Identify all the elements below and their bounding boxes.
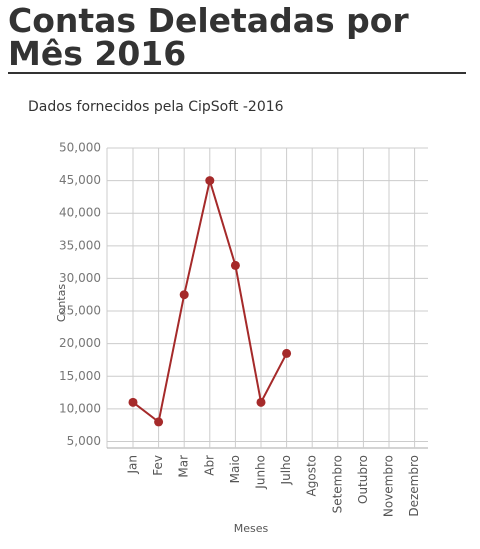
chart-title: Contas Deletadas por Mês 2016 [8,4,466,74]
chart-subtitle: Dados fornecidos pela CipSoft -2016 [28,99,284,115]
point [154,417,164,427]
x-tick-label: Julho [279,455,293,485]
point [205,176,215,186]
x-tick-label: Setembro [330,455,344,513]
x-tick-label: Junho [254,455,268,490]
point [282,348,292,358]
x-tick-label: Mar [177,455,191,478]
y-axis-label: Contas [55,284,68,322]
y-tick-label: 25,000 [59,304,101,318]
page: {"chart_data": {"type": "line", "title":… [0,4,480,549]
y-tick-label: 30,000 [59,271,101,285]
y-tick-label: 35,000 [59,238,101,252]
x-tick-label: Abr [202,455,216,476]
y-tick-label: 20,000 [59,336,101,350]
y-tick-label: 15,000 [59,369,101,383]
x-tick-label: Agosto [305,455,319,496]
x-tick-label: Jan [126,455,140,475]
x-tick-label: Dezembro [407,455,421,517]
chart: Dados fornecidos pela CipSoft -2016 Cont… [28,99,428,535]
y-tick-label: 50,000 [59,141,101,155]
y-tick-label: 10,000 [59,401,101,415]
x-tick-label: Outubro [356,455,370,504]
point [179,290,189,300]
x-tick-label: Novembro [382,455,396,517]
point [256,397,266,407]
y-tick-label: 5,000 [67,434,101,448]
x-tick-label: Fev [151,455,165,476]
point [230,260,240,270]
x-tick-label: Maio [228,455,242,483]
x-axis-label: Meses [234,522,269,535]
y-tick-label: 40,000 [59,206,101,220]
point [128,397,138,407]
y-tick-label: 45,000 [59,173,101,187]
